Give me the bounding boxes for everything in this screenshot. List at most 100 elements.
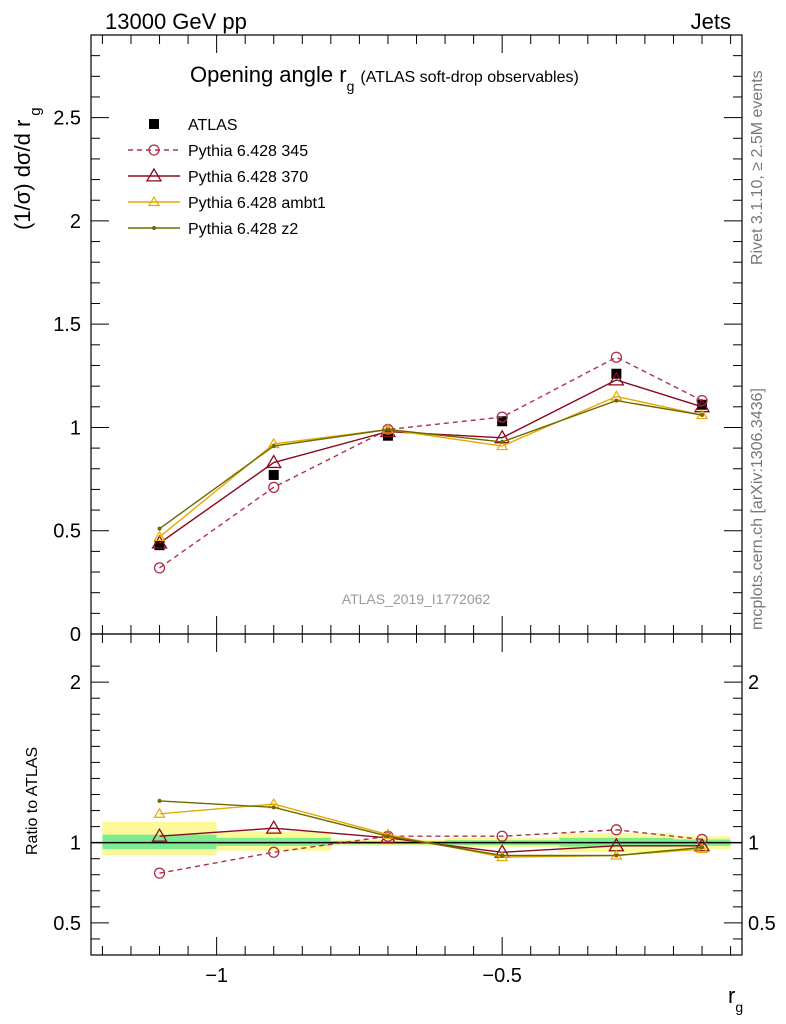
main-line-pythia-6-428-370	[159, 379, 703, 544]
chart-title: Opening angle rg (ATLAS soft-drop observa…	[190, 62, 579, 94]
chart-title-main: Opening angle r	[190, 62, 347, 87]
main-point-pythia-6-428-z2	[700, 413, 705, 418]
rivet-label: Rivet 3.1.10, ≥ 2.5M events	[749, 70, 766, 265]
ratio-point-pythia-6-428-z2	[157, 798, 162, 803]
ratio-y-axis-label: Ratio to ATLAS	[24, 747, 41, 855]
legend-label: ATLAS	[188, 117, 238, 134]
main-point-atlas	[154, 540, 165, 551]
mcplots-label: mcplots.cern.ch [arXiv:1306.3436]	[749, 388, 766, 630]
ratio-y-axis: 0.5 0.5 1 1 2 2	[53, 665, 776, 940]
main-point-pythia-6-428-345	[610, 351, 623, 363]
chart-title-rest: (ATLAS soft-drop observables)	[360, 69, 578, 86]
ratio-point-pythia-6-428-345	[268, 846, 280, 858]
ratio-y-tick-label-right: 2	[748, 672, 759, 694]
main-point-pythia-6-428-345	[153, 562, 166, 574]
ratio-series-pythia-6-428-z2	[157, 798, 705, 858]
ratio-point-pythia-6-428-370	[693, 837, 711, 852]
main-series-group	[151, 351, 711, 574]
legend-entry-atlas: ATLAS	[149, 117, 238, 134]
ratio-point-pythia-6-428-370	[151, 827, 168, 842]
main-point-pythia-6-428-ambt1	[496, 439, 509, 451]
main-point-pythia-6-428-370	[608, 371, 625, 386]
x-axis-label: rg	[728, 983, 743, 1015]
legend-label: Pythia 6.428 ambt1	[188, 195, 326, 212]
main-point-pythia-6-428-z2	[385, 427, 390, 432]
legend-marker	[147, 195, 161, 207]
legend-entry-pythia-6-428-ambt1: Pythia 6.428 ambt1	[128, 195, 326, 212]
ratio-plot-panel: 0.5 0.5 1 1 2 2 −1 −0.5 Ratio to ATLAS rg	[24, 633, 776, 1015]
main-point-pythia-6-428-z2	[500, 439, 505, 444]
main-y-axis-label: (1/σ) dσ/d r g	[10, 107, 44, 230]
main-point-pythia-6-428-370	[265, 454, 282, 469]
ratio-point-pythia-6-428-345	[153, 867, 166, 879]
main-point-pythia-6-428-ambt1	[381, 423, 394, 434]
ratio-point-pythia-6-428-ambt1	[496, 850, 509, 862]
main-point-pythia-6-428-z2	[157, 526, 162, 531]
main-y-tick-label: 2	[70, 211, 81, 233]
main-y-tick-label: 1	[70, 417, 81, 439]
legend-marker	[148, 144, 160, 156]
ratio-plot-frame	[90, 633, 743, 956]
main-y-axis-label-main: (1/σ) dσ/d r	[10, 120, 35, 230]
main-point-atlas	[268, 469, 279, 480]
main-series-pythia-6-428-370	[151, 371, 711, 549]
main-plot-panel: 00.511.522.5 Opening angle rg (ATLAS soft…	[10, 34, 743, 646]
main-y-tick-label: 2.5	[53, 108, 81, 130]
main-line-pythia-6-428-z2	[159, 399, 703, 530]
ratio-point-pythia-6-428-345	[496, 830, 508, 842]
main-point-pythia-6-428-345	[496, 411, 508, 423]
ratio-y-tick-label: 0.5	[53, 913, 81, 935]
legend-marker	[149, 119, 159, 129]
legend-entry-pythia-6-428-370: Pythia 6.428 370	[128, 167, 308, 186]
main-point-pythia-6-428-z2	[271, 444, 276, 449]
main-y-tick-label: 1.5	[53, 314, 81, 336]
main-y-axis-label-subscript: g	[27, 107, 44, 115]
ratio-point-pythia-6-428-345	[610, 824, 623, 836]
ratio-point-pythia-6-428-z2	[271, 805, 276, 810]
main-x-ticks	[101, 35, 732, 634]
main-point-pythia-6-428-ambt1	[153, 530, 166, 542]
legend: ATLAS Pythia 6.428 345 Pythia 6.428 370 Pyt…	[128, 117, 326, 238]
main-point-pythia-6-428-345	[696, 394, 708, 407]
main-line-pythia-6-428-ambt1	[159, 395, 703, 538]
ratio-series-group	[151, 797, 711, 879]
uncertainty-bands	[102, 821, 731, 856]
ratio-line-pythia-6-428-z2	[159, 800, 703, 857]
main-series-pythia-6-428-z2	[157, 398, 705, 531]
ratio-point-pythia-6-428-ambt1	[153, 807, 166, 818]
legend-entry-pythia-6-428-345: Pythia 6.428 345	[128, 143, 308, 160]
main-series-atlas	[154, 368, 708, 551]
legend-marker	[152, 226, 156, 230]
ratio-point-pythia-6-428-z2	[385, 834, 390, 839]
ratio-point-pythia-6-428-370	[265, 819, 282, 834]
legend-entry-pythia-6-428-z2: Pythia 6.428 z2	[128, 221, 298, 238]
main-point-atlas	[697, 399, 708, 410]
analysis-watermark: ATLAS_2019_I1772062	[342, 591, 491, 607]
legend-marker	[145, 167, 163, 182]
main-y-axis: 0 0.5 1 1.5 2 2.5	[53, 55, 742, 646]
legend-label: Pythia 6.428 370	[188, 169, 308, 186]
main-y-tick-label: 0.5	[53, 521, 81, 543]
ratio-y-tick-label: 2	[70, 672, 81, 694]
main-series-pythia-6-428-ambt1	[153, 390, 709, 542]
legend-label: Pythia 6.428 345	[188, 143, 308, 160]
ratio-y-tick-label-right: 1	[748, 833, 759, 855]
x-tick-label: −0.5	[482, 965, 521, 987]
ratio-line-pythia-6-428-345	[159, 829, 703, 874]
ratio-x-axis: −1 −0.5	[101, 634, 732, 987]
process-label: Jets	[691, 9, 731, 34]
ratio-y-tick-label: 1	[70, 833, 81, 855]
chart-title-subscript: g	[347, 78, 355, 94]
legend-label: Pythia 6.428 z2	[188, 221, 298, 238]
beam-label: 13000 GeV pp	[105, 9, 247, 34]
ratio-point-pythia-6-428-z2	[500, 853, 505, 858]
green-uncertainty-band	[102, 834, 217, 850]
ratio-line-pythia-6-428-370	[159, 827, 703, 853]
main-point-pythia-6-428-370	[151, 534, 168, 549]
main-line-pythia-6-428-345	[159, 356, 703, 569]
main-y-tick-label: 0	[70, 624, 81, 646]
green-uncertainty-band	[216, 837, 331, 846]
main-point-pythia-6-428-370	[693, 398, 711, 413]
main-point-atlas	[382, 430, 393, 441]
